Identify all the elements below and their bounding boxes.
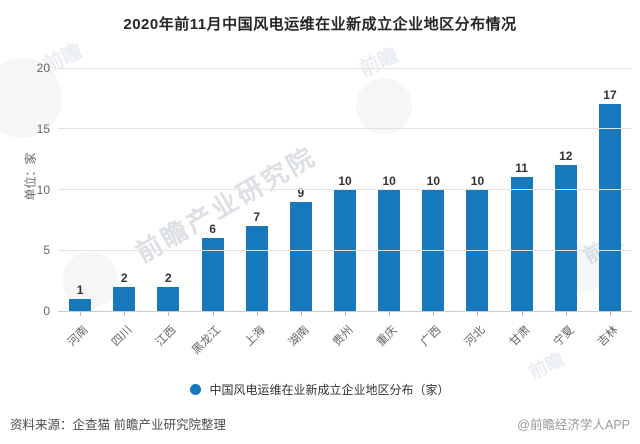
legend: 中国风电运维在业新成立企业地区分布（家） [0, 381, 640, 398]
x-label-cell: 黑龙江 [190, 318, 234, 370]
x-label-cell: 重庆 [367, 318, 411, 370]
x-tick [190, 311, 234, 316]
bar-cell: 6 [190, 68, 234, 311]
bar-value-label: 10 [338, 173, 352, 188]
x-category-label: 江西 [154, 324, 179, 349]
x-category-label: 广西 [419, 324, 444, 349]
x-category-label: 河北 [463, 324, 489, 349]
x-category-label: 宁夏 [551, 324, 577, 349]
y-tick-label: 5 [43, 243, 50, 258]
x-tick [323, 311, 367, 316]
x-category-label: 湖南 [286, 324, 312, 349]
bar-value-label: 10 [470, 173, 485, 188]
source-note: 资料来源：企查猫 前瞻产业研究院整理 [10, 418, 226, 432]
bar-cell: 11 [500, 68, 544, 311]
y-tick-label: 20 [36, 61, 50, 75]
x-label-cell: 宁夏 [544, 318, 588, 370]
bar-cell: 12 [544, 68, 588, 311]
x-label-cell: 四川 [102, 318, 146, 370]
x-category-label: 重庆 [375, 324, 400, 349]
bar-value-label: 11 [515, 161, 528, 176]
bar-value-label: 2 [120, 270, 128, 285]
x-label-cell: 江西 [146, 318, 190, 370]
bar [69, 298, 92, 311]
bar [598, 104, 621, 311]
bar-cell: 1 [58, 68, 102, 311]
bar-value-label: 10 [426, 173, 440, 188]
x-tick [411, 311, 455, 316]
x-tick [146, 311, 190, 316]
bar-value-label: 17 [603, 88, 617, 103]
x-tick [58, 311, 102, 316]
bar-cell: 7 [235, 68, 279, 311]
x-axis-labels: 河南 四川 江西 黑龙江 上海 湖南 贵州 重庆 广西 河北 甘肃 宁夏 吉林 [58, 318, 632, 370]
x-category-label: 吉林 [595, 324, 621, 349]
footer: 资料来源：企查猫 前瞻产业研究院整理 @前瞻经济学人APP [10, 414, 630, 433]
x-label-cell: 广西 [411, 318, 455, 370]
bar-value-label: 1 [76, 282, 84, 297]
x-tick [102, 311, 146, 316]
gridline [58, 67, 632, 69]
x-tick [544, 311, 588, 316]
x-tick [500, 311, 544, 316]
bars-row: 1 2 2 6 7 9 10 10 10 10 11 12 17 [58, 68, 632, 311]
bar-value-label: 10 [382, 173, 396, 188]
bar [245, 225, 268, 311]
credit-note: @前瞻经济学人APP [517, 418, 630, 432]
x-tick [588, 311, 632, 316]
plot-area: 1 2 2 6 7 9 10 10 10 10 11 12 17 0 5 10 15 20 [37, 61, 632, 318]
x-label-cell: 甘肃 [500, 318, 544, 370]
x-tick [235, 311, 279, 316]
x-tick [367, 311, 411, 316]
x-tick [455, 311, 499, 316]
gridline [58, 310, 632, 312]
bar [157, 286, 180, 311]
x-label-cell: 河北 [455, 318, 499, 370]
y-tick-label: 10 [36, 182, 50, 197]
gridline [58, 189, 632, 190]
bar [113, 286, 136, 311]
x-category-label: 甘肃 [507, 324, 533, 349]
x-axis-ticks [58, 311, 632, 316]
legend-label: 中国风电运维在业新成立企业地区分布（家） [209, 383, 450, 397]
bar-cell: 2 [102, 68, 146, 311]
bar-value-label: 9 [297, 185, 305, 200]
bar [510, 177, 533, 311]
bar-cell: 9 [279, 68, 323, 311]
x-label-cell: 上海 [235, 318, 279, 370]
x-category-label: 贵州 [330, 324, 356, 349]
x-category-label: 上海 [242, 324, 268, 349]
bar-value-label: 6 [209, 222, 216, 237]
x-category-label: 河南 [65, 324, 91, 349]
y-tick-label: 0 [43, 304, 50, 318]
chart-title: 2020年前11月中国风电运维在业新成立企业地区分布情况 [123, 16, 517, 33]
x-tick [279, 311, 323, 316]
x-label-cell: 吉林 [588, 318, 632, 370]
x-label-cell: 湖南 [279, 318, 323, 370]
bar-cell: 2 [146, 68, 190, 311]
x-category-label: 四川 [110, 324, 135, 349]
bar-value-label: 12 [559, 149, 573, 164]
bar-value-label: 7 [253, 209, 261, 224]
bar [289, 201, 312, 311]
x-label-cell: 河南 [58, 318, 102, 370]
y-tick-label: 15 [36, 121, 50, 136]
bar [554, 165, 577, 311]
bar [201, 238, 224, 311]
bar-cell: 17 [588, 68, 632, 311]
x-category-label: 黑龙江 [190, 324, 224, 358]
gridline [58, 249, 632, 251]
x-label-cell: 贵州 [323, 318, 367, 370]
bar-value-label: 2 [165, 270, 172, 285]
legend-marker-icon [190, 384, 202, 395]
gridline [58, 128, 632, 130]
